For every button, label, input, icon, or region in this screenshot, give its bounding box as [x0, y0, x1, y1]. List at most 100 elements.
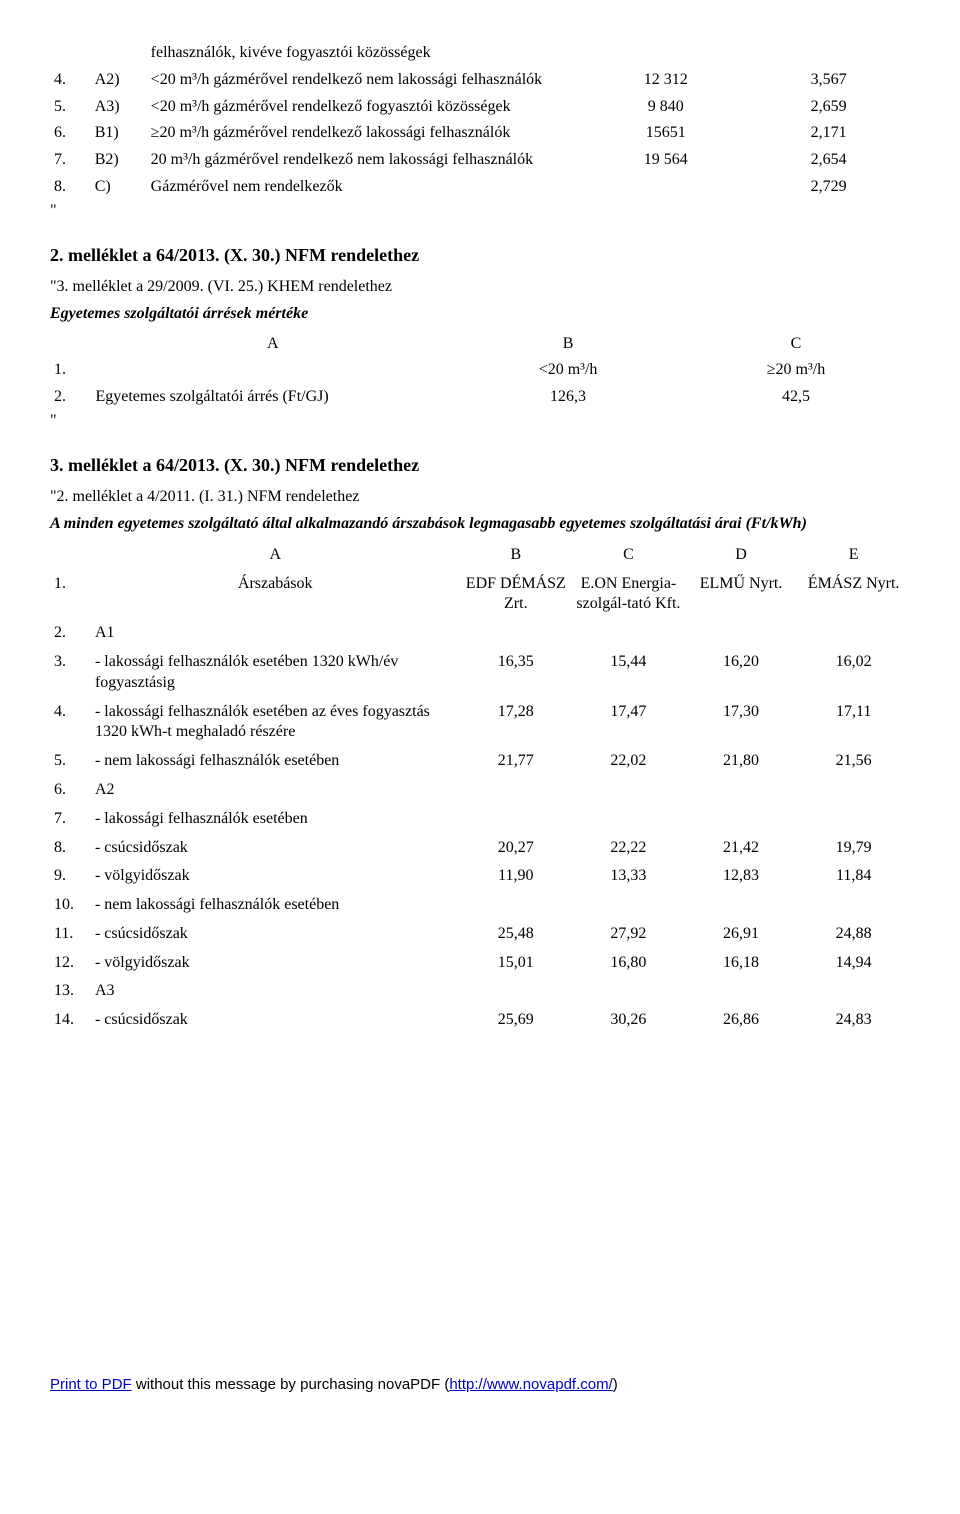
row-num: 8. — [50, 174, 91, 201]
table-row: 5.- nem lakossági felhasználók esetében 2… — [50, 747, 910, 776]
cell — [685, 891, 798, 920]
table2-end: " — [50, 411, 910, 432]
cell: Árszabások — [91, 570, 460, 620]
cell: 21,80 — [685, 747, 798, 776]
row-num: 5. — [50, 747, 91, 776]
cell — [572, 891, 685, 920]
cell: 30,26 — [572, 1006, 685, 1035]
row-num — [50, 40, 91, 67]
table-row: 7.B2)20 m³/h gázmérővel rendelkező nem l… — [50, 147, 910, 174]
cell: 2,659 — [747, 94, 910, 121]
cell: 24,88 — [797, 920, 910, 949]
table-row: 10.- nem lakossági felhasználók esetében — [50, 891, 910, 920]
table-row: 8.C)Gázmérővel nem rendelkezők2,729 — [50, 174, 910, 201]
col-header: A — [91, 541, 460, 570]
row-desc: - nem lakossági felhasználók esetében — [91, 747, 460, 776]
cell — [685, 977, 798, 1006]
cell: 9 840 — [584, 94, 747, 121]
cell: 25,48 — [460, 920, 573, 949]
cell: 15651 — [584, 120, 747, 147]
footer-link-url[interactable]: http://www.novapdf.com/ — [449, 1376, 612, 1393]
cell — [797, 891, 910, 920]
cell: ELMŰ Nyrt. — [685, 570, 798, 620]
row-num: 6. — [50, 776, 91, 805]
row-num: 14. — [50, 1006, 91, 1035]
cell: 26,86 — [685, 1006, 798, 1035]
cell: 16,80 — [572, 949, 685, 978]
cell — [797, 776, 910, 805]
cell: 24,83 — [797, 1006, 910, 1035]
table-row: 7.- lakossági felhasználók esetében — [50, 805, 910, 834]
table-row: 4.A2)<20 m³/h gázmérővel rendelkező nem … — [50, 67, 910, 94]
cell: 17,30 — [685, 698, 798, 748]
cell: 3,567 — [747, 67, 910, 94]
cell: 22,02 — [572, 747, 685, 776]
row-code: A2) — [91, 67, 147, 94]
cell: 11,90 — [460, 862, 573, 891]
footer-text: ) — [613, 1376, 618, 1393]
cell: 13,33 — [572, 862, 685, 891]
cell — [460, 619, 573, 648]
row-desc: Gázmérővel nem rendelkezők — [147, 174, 585, 201]
col-header: E — [797, 541, 910, 570]
section2-sub2: Egyetemes szolgáltatói árrések mértéke — [50, 304, 910, 325]
table-row: 14.- csúcsidőszak25,6930,2626,8624,83 — [50, 1006, 910, 1035]
row-desc: A2 — [91, 776, 460, 805]
cell: 11,84 — [797, 862, 910, 891]
cell: 12 312 — [584, 67, 747, 94]
cell: 17,28 — [460, 698, 573, 748]
cell — [797, 977, 910, 1006]
cell: 16,20 — [685, 648, 798, 698]
table-row: 2.A1 — [50, 619, 910, 648]
row-num: 9. — [50, 862, 91, 891]
cell: 2,171 — [747, 120, 910, 147]
section3-sub1: "2. melléklet a 4/2011. (I. 31.) NFM ren… — [50, 487, 910, 508]
cell — [685, 776, 798, 805]
row-code: B2) — [91, 147, 147, 174]
cell: 15,44 — [572, 648, 685, 698]
row-desc: - nem lakossági felhasználók esetében — [91, 891, 460, 920]
section2-sub1: "3. melléklet a 29/2009. (VI. 25.) KHEM … — [50, 277, 910, 298]
col-header: B — [460, 541, 573, 570]
cell: 17,11 — [797, 698, 910, 748]
footer: Print to PDF without this message by pur… — [50, 1375, 910, 1395]
row-desc: - csúcsidőszak — [91, 834, 460, 863]
row-num: 6. — [50, 120, 91, 147]
row-code — [91, 40, 147, 67]
cell — [460, 977, 573, 1006]
cell — [797, 805, 910, 834]
cell: 21,56 — [797, 747, 910, 776]
table-row: 6.A2 — [50, 776, 910, 805]
table-row: felhasználók, kivéve fogyasztói közösség… — [50, 40, 910, 67]
cell: 19,79 — [797, 834, 910, 863]
row-desc: felhasználók, kivéve fogyasztói közösség… — [147, 40, 585, 67]
cell — [572, 977, 685, 1006]
cell — [747, 40, 910, 67]
table-row: 11.- csúcsidőszak25,4827,9226,9124,88 — [50, 920, 910, 949]
row-desc: - csúcsidőszak — [91, 1006, 460, 1035]
row-num: 8. — [50, 834, 91, 863]
row-num: 2. — [50, 384, 91, 411]
col-header: A — [91, 331, 454, 358]
row-desc: - lakossági felhasználók esetében 1320 k… — [91, 648, 460, 698]
cell — [572, 805, 685, 834]
cell: 22,22 — [572, 834, 685, 863]
table-row: 12.- völgyidőszak15,0116,8016,1814,94 — [50, 949, 910, 978]
section3-sub2: A minden egyetemes szolgáltató által alk… — [50, 514, 910, 535]
row-num: 7. — [50, 147, 91, 174]
row-desc: - lakossági felhasználók esetében az éve… — [91, 698, 460, 748]
table-row: 3.- lakossági felhasználók esetében 1320… — [50, 648, 910, 698]
row-desc: <20 m³/h gázmérővel rendelkező nem lakos… — [147, 67, 585, 94]
cell: <20 m³/h — [454, 357, 682, 384]
cell — [584, 40, 747, 67]
cell — [572, 776, 685, 805]
row-desc: <20 m³/h gázmérővel rendelkező fogyasztó… — [147, 94, 585, 121]
cell: 19 564 — [584, 147, 747, 174]
cell: 15,01 — [460, 949, 573, 978]
cell: 2,654 — [747, 147, 910, 174]
footer-link-print[interactable]: Print to PDF — [50, 1376, 132, 1393]
table-margin-body: A B C 1. <20 m³/h ≥20 m³/h 2. Egyetemes … — [50, 331, 910, 411]
table1-end: " — [50, 201, 910, 222]
cell: 42,5 — [682, 384, 910, 411]
row-num: 4. — [50, 698, 91, 748]
